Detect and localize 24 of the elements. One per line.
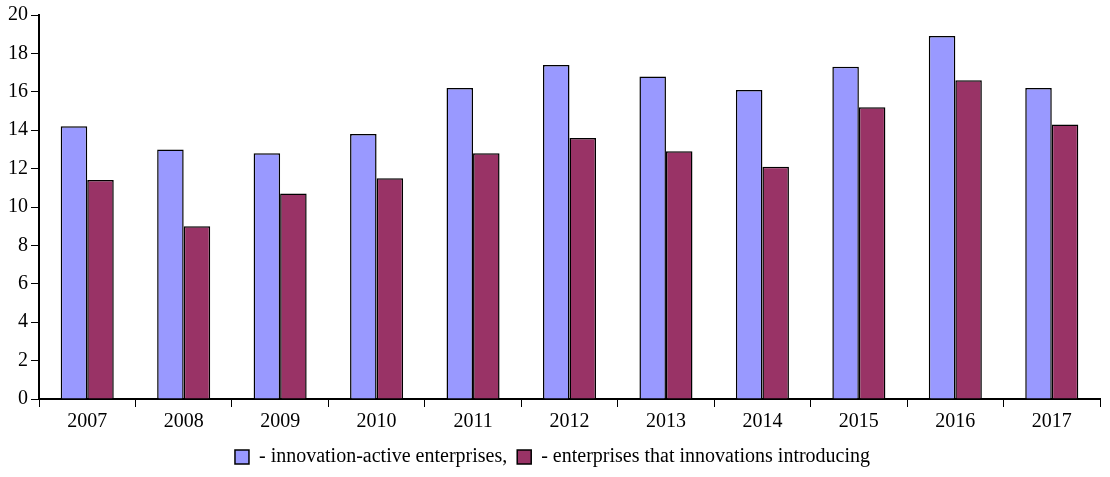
x-tick-label: 2017	[1031, 409, 1072, 432]
y-tick-label: 8	[18, 232, 28, 255]
x-tick-label: 2008	[163, 409, 204, 432]
x-tick-label: 2011	[453, 409, 493, 432]
y-tick-label: 6	[18, 271, 28, 294]
x-tick-label: 2013	[645, 409, 686, 432]
x-tick-label: 2012	[549, 409, 590, 432]
y-tick-label: 10	[8, 194, 28, 217]
x-tick-label: 2015	[838, 409, 879, 432]
y-tick-label: 4	[18, 309, 28, 332]
x-tick-label: 2009	[260, 409, 301, 432]
y-tick-label: 14	[8, 117, 28, 140]
x-tick-label: 2010	[356, 409, 397, 432]
y-tick-label: 18	[8, 40, 28, 63]
y-tick-label: 12	[8, 155, 28, 178]
x-tick-label: 2007	[67, 409, 108, 432]
y-tick-label: 0	[18, 386, 28, 409]
y-tick-label: 20	[8, 2, 28, 25]
legend-label: - innovation-active enterprises,	[258, 444, 508, 468]
legend-label: - enterprises that innovations introducing	[541, 444, 871, 468]
x-tick-label: 2014	[742, 409, 783, 432]
y-tick-label: 2	[18, 347, 28, 370]
y-tick-label: 16	[8, 79, 28, 102]
x-tick-label: 2016	[935, 409, 976, 432]
